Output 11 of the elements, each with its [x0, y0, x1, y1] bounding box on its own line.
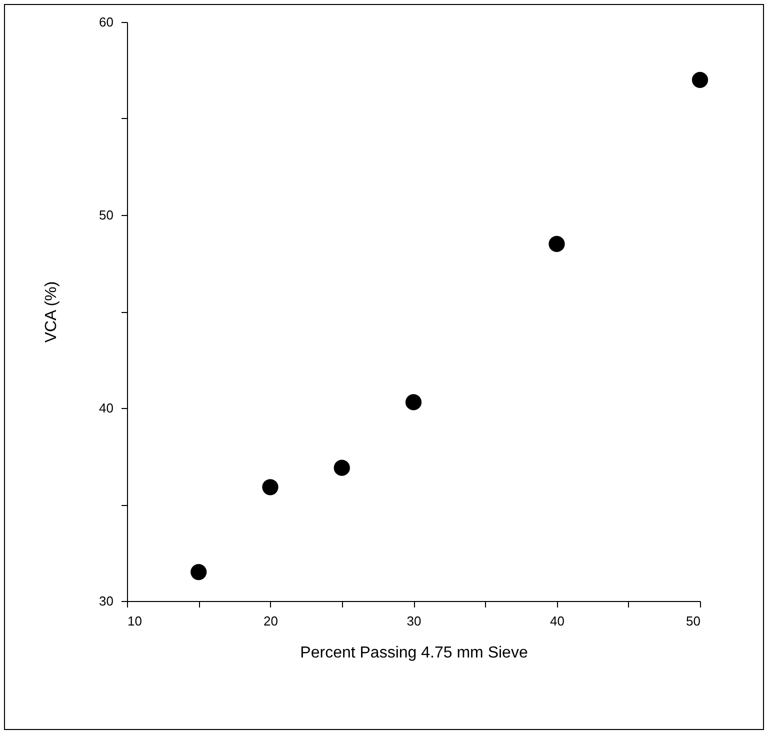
x-tick-label: 30 [406, 614, 422, 628]
x-axis-title: Percent Passing 4.75 mm Sieve [300, 644, 528, 662]
y-tick-label: 30 [99, 594, 114, 608]
y-tick-label: 50 [99, 208, 114, 222]
x-tick-label: 20 [264, 614, 278, 628]
y-axis-title: VCA (%) [43, 281, 60, 343]
x-tick-label: 50 [686, 614, 700, 628]
x-tick-label: 40 [550, 614, 564, 628]
x-tick-label: 10 [128, 614, 142, 628]
y-tick-label: 60 [99, 14, 114, 30]
y-tick-label: 40 [99, 400, 114, 416]
